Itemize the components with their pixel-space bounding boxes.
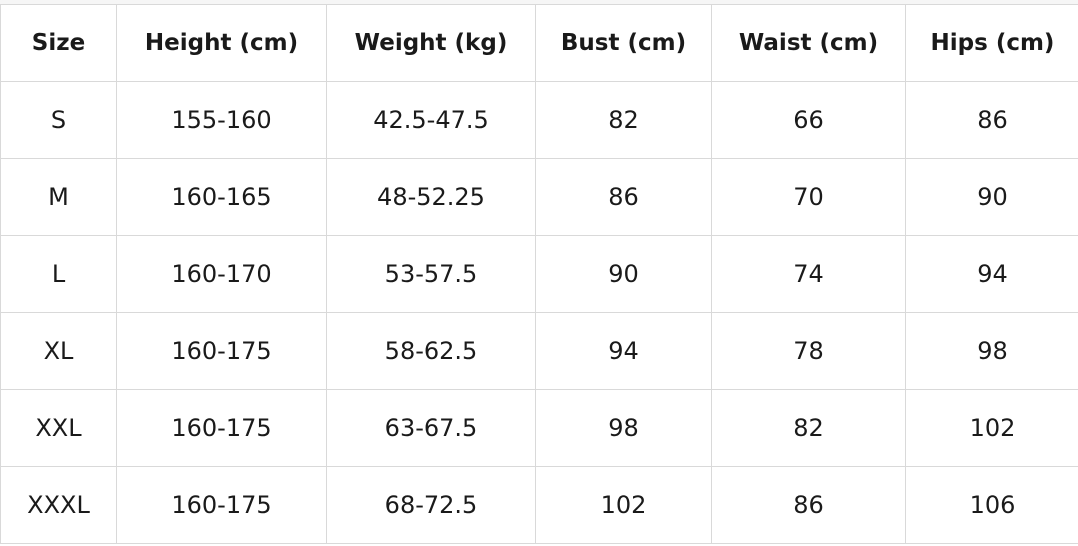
column-header: Bust (cm) (535, 4, 712, 82)
table-cell: 160-165 (116, 158, 327, 236)
table-cell: 94 (905, 235, 1078, 313)
table-cell: 160-175 (116, 389, 327, 467)
column-header: Weight (kg) (326, 4, 536, 82)
table-cell: XXXL (0, 466, 117, 544)
table-cell: 82 (535, 81, 712, 159)
table-cell: 106 (905, 466, 1078, 544)
table-cell: 86 (711, 466, 906, 544)
table-cell: 98 (905, 312, 1078, 390)
column-header: Size (0, 4, 117, 82)
table-cell: 48-52.25 (326, 158, 536, 236)
table-cell: XL (0, 312, 117, 390)
column-header: Height (cm) (116, 4, 327, 82)
table-row: XXXL 160-175 68-72.5 102 86 106 (0, 466, 1078, 544)
table-cell: 160-175 (116, 466, 327, 544)
table-cell: 98 (535, 389, 712, 467)
header-row: Size Height (cm) Weight (kg) Bust (cm) Waist… (0, 4, 1078, 82)
table-cell: 78 (711, 312, 906, 390)
table-cell: 102 (535, 466, 712, 544)
table-cell: 86 (535, 158, 712, 236)
table-cell: 160-175 (116, 312, 327, 390)
table-cell: 86 (905, 81, 1078, 159)
table-row: S 155-160 42.5-47.5 82 66 86 (0, 81, 1078, 159)
table-cell: 63-67.5 (326, 389, 536, 467)
size-chart-table: Size Height (cm) Weight (kg) Bust (cm) Waist… (0, 4, 1078, 544)
table-cell: S (0, 81, 117, 159)
table-cell: 90 (905, 158, 1078, 236)
table-cell: XXL (0, 389, 117, 467)
table-cell: 160-170 (116, 235, 327, 313)
table-cell: 42.5-47.5 (326, 81, 536, 159)
table-cell: M (0, 158, 117, 236)
table-cell: 90 (535, 235, 712, 313)
table-cell: 53-57.5 (326, 235, 536, 313)
table-cell: 82 (711, 389, 906, 467)
table-cell: 102 (905, 389, 1078, 467)
table-cell: 66 (711, 81, 906, 159)
column-header: Hips (cm) (905, 4, 1078, 82)
column-header: Waist (cm) (711, 4, 906, 82)
table-row: XL 160-175 58-62.5 94 78 98 (0, 312, 1078, 390)
table-row: M 160-165 48-52.25 86 70 90 (0, 158, 1078, 236)
table-cell: 70 (711, 158, 906, 236)
table-row: L 160-170 53-57.5 90 74 94 (0, 235, 1078, 313)
table-cell: 94 (535, 312, 712, 390)
top-band (0, 0, 1078, 4)
table-cell: L (0, 235, 117, 313)
table-cell: 155-160 (116, 81, 327, 159)
table-row: XXL 160-175 63-67.5 98 82 102 (0, 389, 1078, 467)
table-cell: 74 (711, 235, 906, 313)
table-cell: 58-62.5 (326, 312, 536, 390)
table-cell: 68-72.5 (326, 466, 536, 544)
